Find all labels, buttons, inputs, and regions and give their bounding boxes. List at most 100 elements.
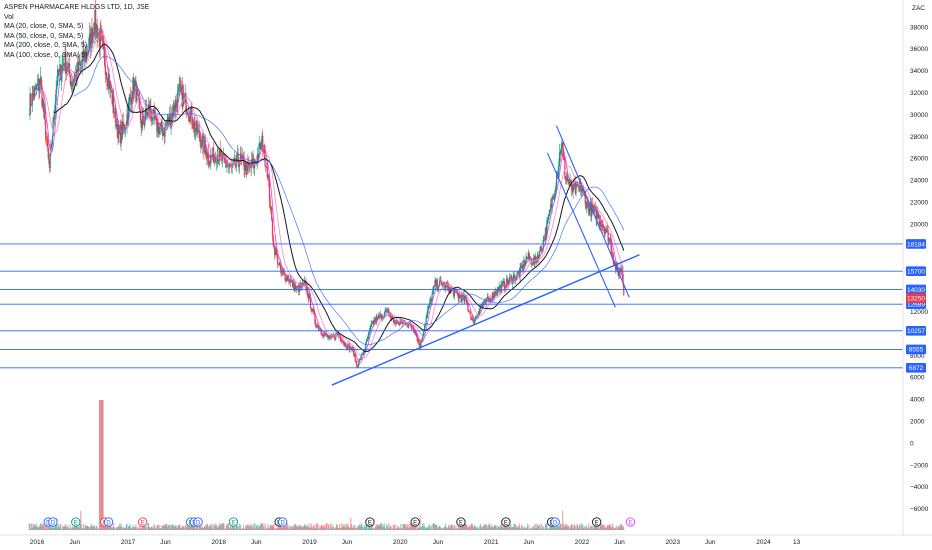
candle-body xyxy=(353,348,355,356)
event-marker[interactable]: D xyxy=(48,517,58,527)
volume-bar xyxy=(614,527,617,530)
volume-bar xyxy=(253,527,255,530)
candle xyxy=(43,103,45,120)
event-marker[interactable]: E xyxy=(592,517,602,527)
candle-body xyxy=(83,52,86,62)
volume-bar xyxy=(54,526,56,530)
volume-bar xyxy=(508,524,510,530)
volume-bar xyxy=(544,528,546,530)
event-marker[interactable]: D xyxy=(103,517,114,527)
candle-body xyxy=(542,240,544,251)
candle-body xyxy=(232,162,234,166)
volume-bar xyxy=(539,528,541,530)
candle xyxy=(48,159,51,173)
event-marker[interactable]: D xyxy=(193,517,203,527)
candle xyxy=(315,323,318,329)
event-marker[interactable]: D xyxy=(278,517,288,527)
level-price-tag[interactable]: 8555 xyxy=(906,344,926,355)
candle xyxy=(270,206,272,211)
volume-bar xyxy=(283,526,285,530)
volume-bar xyxy=(418,527,420,530)
event-circle xyxy=(550,517,560,527)
volume-bar xyxy=(586,527,588,530)
candle-body xyxy=(540,246,542,250)
candle-body xyxy=(165,124,168,127)
event-marker[interactable]: E xyxy=(138,517,148,527)
candle xyxy=(407,324,409,329)
candle-body xyxy=(39,85,41,91)
descending-trendline-lower[interactable] xyxy=(546,152,616,308)
level-price-tag[interactable]: 10257 xyxy=(906,325,926,336)
candle xyxy=(104,43,106,68)
candle xyxy=(371,319,373,327)
event-marker[interactable]: E xyxy=(501,517,511,527)
candle xyxy=(174,103,176,118)
level-price-tag[interactable]: 6872 xyxy=(906,363,926,373)
volume-bar xyxy=(371,525,374,530)
candle xyxy=(547,216,549,224)
volume-bar xyxy=(297,526,300,530)
volume-bar xyxy=(491,526,494,530)
event-letter: D xyxy=(106,520,111,526)
candle-body xyxy=(373,319,375,324)
candle xyxy=(486,293,488,300)
candle-body xyxy=(192,127,194,129)
volume-bar xyxy=(86,525,89,530)
candle-body xyxy=(134,80,136,82)
legend-ma100: MA (100, close, 0, SMA, 5) xyxy=(4,51,88,59)
volume-bar xyxy=(374,528,376,530)
volume-bar xyxy=(57,527,59,530)
candle xyxy=(453,288,455,299)
candle xyxy=(109,81,112,99)
event-marker[interactable]: D xyxy=(550,517,560,527)
candle-body xyxy=(239,153,241,162)
candle xyxy=(385,308,387,313)
descending-trendline-upper[interactable] xyxy=(555,125,630,298)
candle-body xyxy=(309,294,311,298)
candle-body xyxy=(303,282,305,284)
level-price-tag[interactable]: 14030 xyxy=(906,284,926,295)
candle-body xyxy=(104,50,106,66)
candle-body xyxy=(388,314,391,317)
level-price-tag[interactable]: 15700 xyxy=(906,266,926,276)
volume-bar xyxy=(541,525,544,530)
event-circle xyxy=(501,517,511,527)
volume-bar xyxy=(288,525,290,530)
event-marker[interactable]: E xyxy=(365,517,375,527)
volume-bar xyxy=(556,523,558,530)
volume-bar xyxy=(528,525,530,530)
candle-body xyxy=(142,115,145,124)
candle-body xyxy=(620,268,622,272)
volume-bar xyxy=(118,527,120,530)
candle-body xyxy=(267,175,269,178)
level-price-tag[interactable]: 18184 xyxy=(906,239,926,249)
event-letter: D xyxy=(553,520,558,526)
candle-body xyxy=(342,341,344,343)
candle-body xyxy=(147,108,149,116)
volume-bar xyxy=(473,524,476,530)
ma200-line xyxy=(73,55,625,346)
event-marker[interactable]: E xyxy=(71,517,81,527)
candle-body xyxy=(119,127,121,143)
candle xyxy=(459,291,461,300)
ascending-trendline[interactable] xyxy=(331,254,640,386)
volume-bar xyxy=(518,526,520,530)
volume-bar xyxy=(463,523,465,530)
event-marker[interactable]: E xyxy=(625,517,636,527)
candle-body xyxy=(62,63,64,65)
candle-body xyxy=(215,157,217,163)
volume-bar xyxy=(333,526,335,530)
event-marker[interactable]: E xyxy=(456,517,466,527)
volume-bar xyxy=(251,528,253,530)
volume-bar xyxy=(275,528,277,530)
volume-bar xyxy=(601,523,603,530)
event-marker[interactable]: E xyxy=(410,517,420,527)
event-circle xyxy=(48,517,58,527)
volume-bar xyxy=(157,524,159,530)
volume-bar xyxy=(558,526,560,530)
candle-body xyxy=(57,69,59,76)
level-tag-bg xyxy=(906,325,926,336)
event-marker[interactable]: E xyxy=(228,517,239,527)
candle xyxy=(32,85,34,102)
